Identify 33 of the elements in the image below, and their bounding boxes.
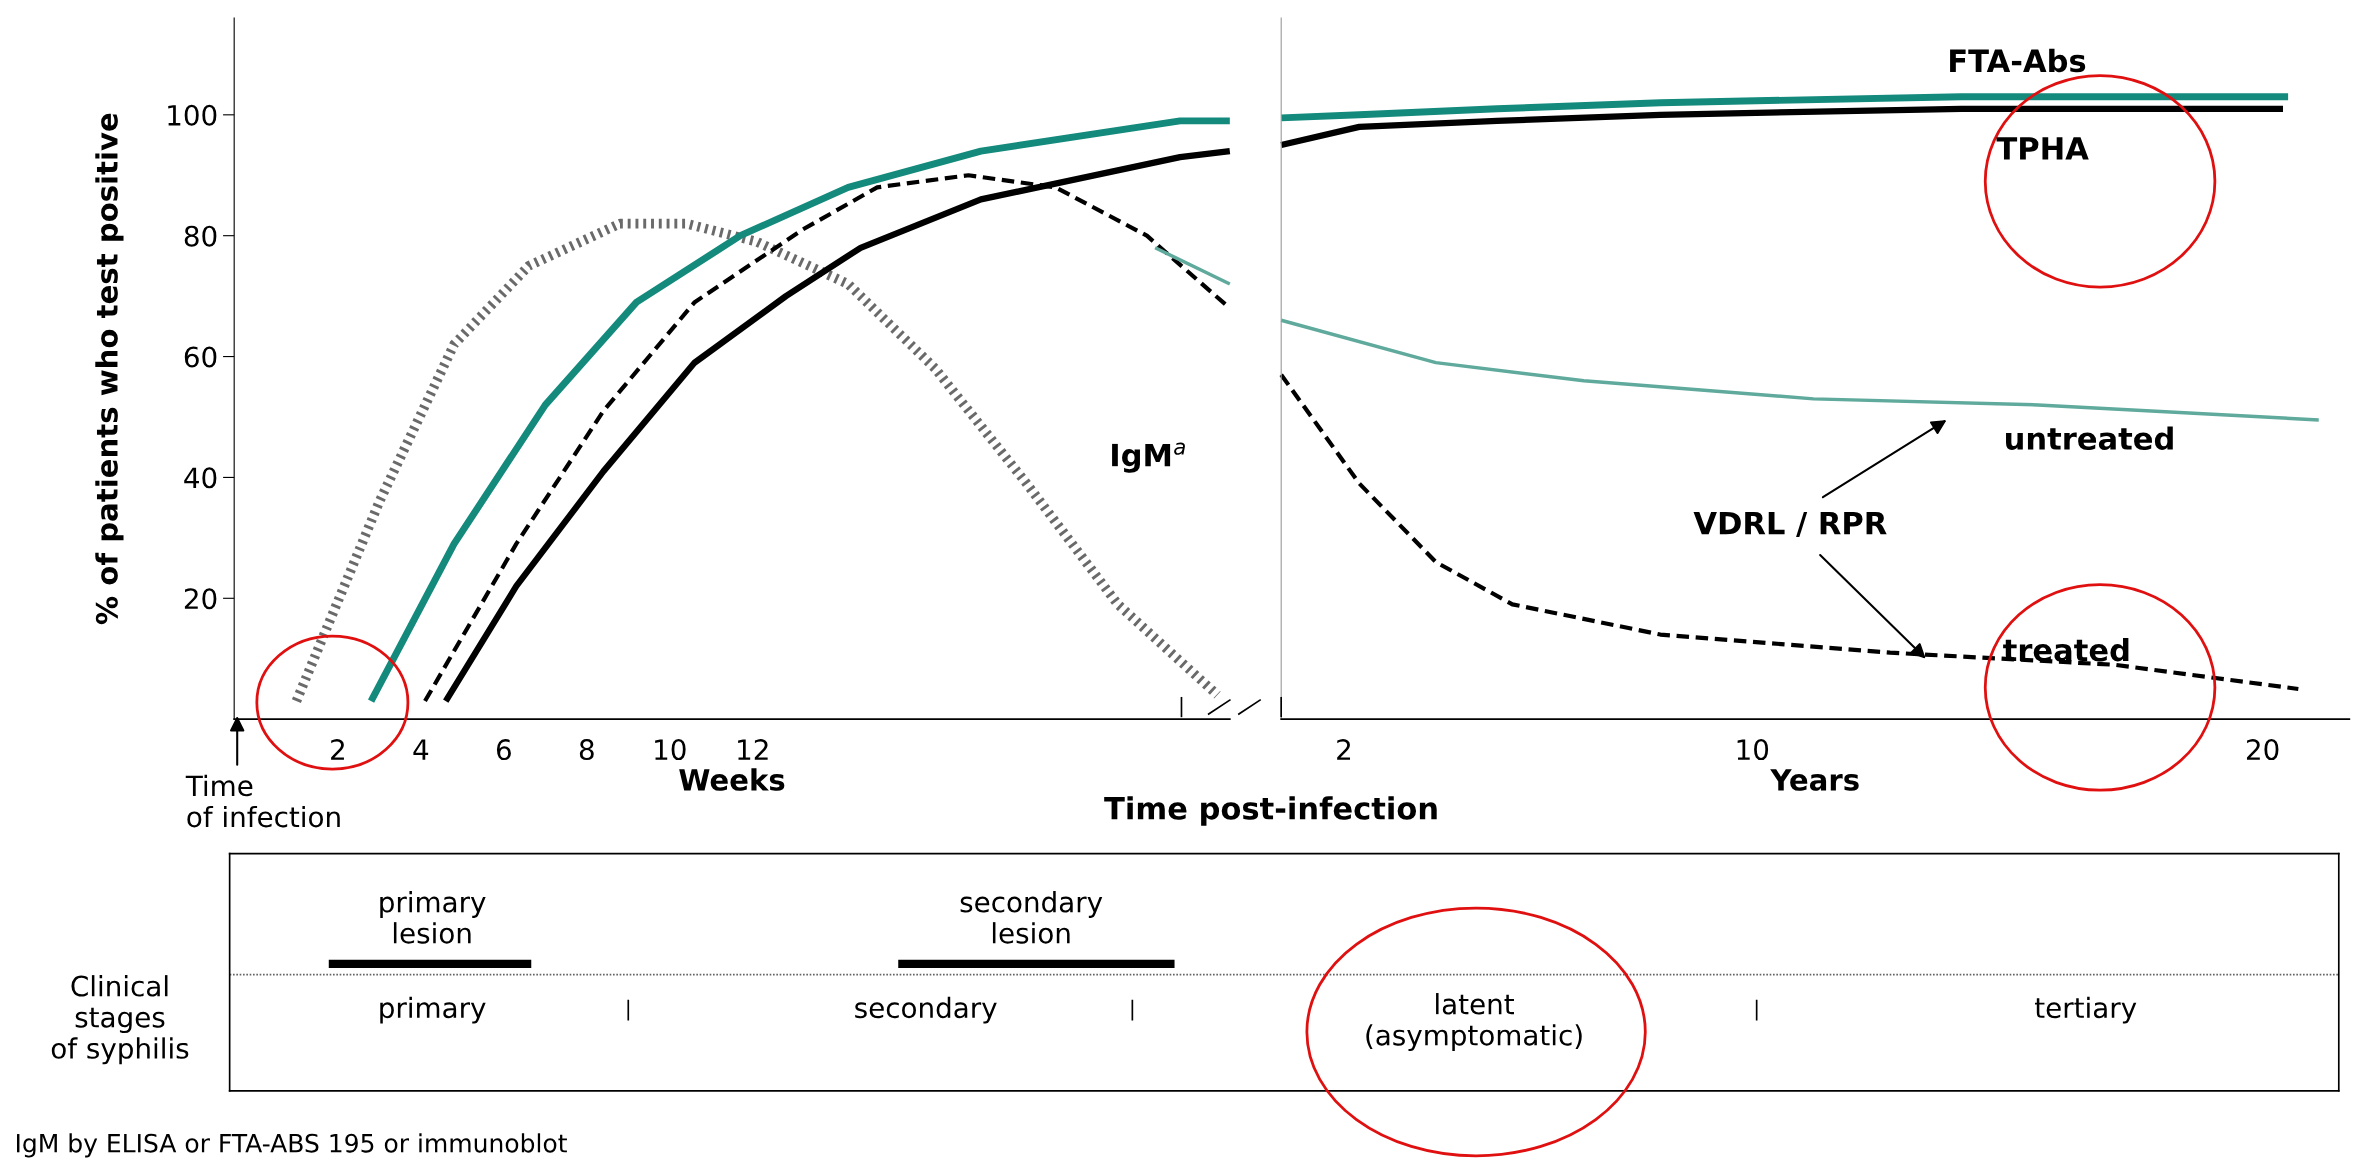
text: latent (asymptomatic) bbox=[1366, 993, 1582, 1052]
text: Time of infection bbox=[185, 774, 340, 828]
y-tick-label: 80 bbox=[184, 225, 217, 247]
annotation: untreated bbox=[2006, 426, 2173, 451]
annotation: VDRL / RPR bbox=[1693, 511, 1887, 538]
x-tick-label: 6 bbox=[496, 739, 511, 761]
annotation: treated bbox=[2003, 637, 2129, 662]
text: secondary bbox=[855, 996, 997, 1024]
x-axis-title: Years bbox=[1770, 769, 1859, 791]
y-tick-label: 40 bbox=[184, 467, 217, 489]
y-tick-label: 20 bbox=[184, 588, 217, 610]
y-tick-label: 100 bbox=[168, 104, 217, 126]
y-axis-title: % of patients who test positive bbox=[95, 113, 124, 625]
text: tertiary bbox=[2034, 996, 2137, 1024]
x-tick-label: 4 bbox=[413, 739, 429, 760]
annotation: TPHA bbox=[1996, 137, 2089, 160]
text: IgM by ELISA or FTA-ABS 195 or immunoblot bbox=[16, 1133, 567, 1158]
x-tick-label: 10 bbox=[655, 739, 686, 761]
x-tick-label: 12 bbox=[738, 739, 768, 760]
x-tick-label: 20 bbox=[2246, 739, 2279, 761]
text: Clinical stages of syphilis bbox=[51, 975, 189, 1065]
y-tick-label: 60 bbox=[184, 346, 217, 368]
x-axis-title: Weeks bbox=[679, 768, 785, 791]
x-tick-label: 2 bbox=[331, 739, 344, 760]
x-tick-label: 2 bbox=[1337, 739, 1351, 760]
x-tick-label: 10 bbox=[1737, 739, 1769, 761]
text: secondary lesion bbox=[960, 891, 1103, 944]
text: primary bbox=[380, 996, 486, 1024]
annotation: FTA-Abs bbox=[1950, 48, 2086, 73]
text: Time post-infection bbox=[1104, 796, 1437, 826]
x-tick-label: 8 bbox=[579, 739, 594, 761]
text: primary lesion bbox=[380, 891, 486, 944]
annotation: IgM$^{a}$ bbox=[1112, 442, 1185, 473]
